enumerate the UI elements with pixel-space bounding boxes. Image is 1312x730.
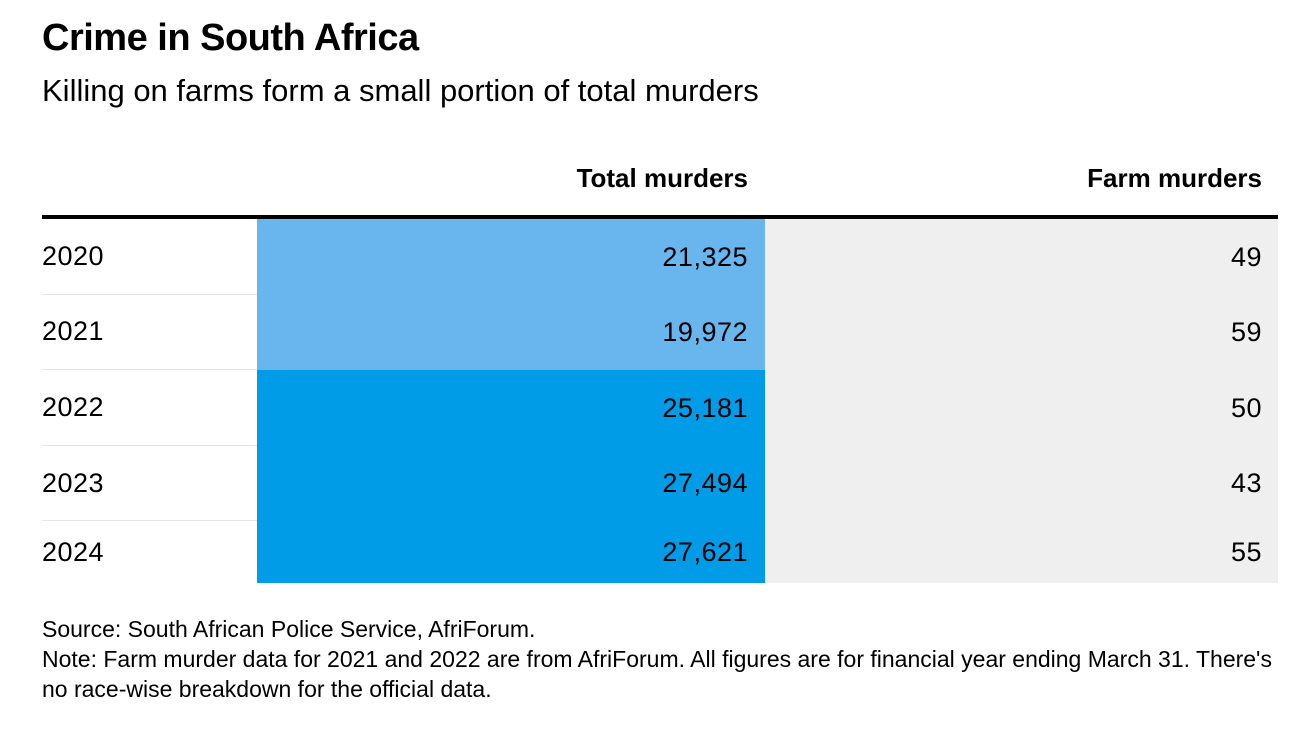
farm-murders-cell: 43 [765,445,1278,522]
chart-subtitle: Killing on farms form a small portion of… [42,73,759,108]
total-murders-cell: 27,494 [257,445,765,522]
total-murders-cell: 25,181 [257,370,765,447]
column-header-total-murders: Total murders [576,163,748,193]
chart-title: Crime in South Africa [42,17,419,59]
farm-murders-cell: 59 [765,294,1278,371]
farm-murders-cell: 50 [765,370,1278,447]
year-cell: 2024 [42,536,105,567]
year-cell: 2020 [42,240,105,271]
year-cell: 2021 [42,316,105,347]
table-row: 2024 27,621 55 [42,521,1278,584]
data-note: Note: Farm murder data for 2021 and 2022… [42,646,1279,702]
year-cell: 2023 [42,467,105,498]
table-row: 2023 27,494 43 [42,445,1278,522]
column-header-farm-murders: Farm murders [1087,163,1262,193]
source-note: Source: South African Police Service, Af… [42,616,536,642]
table-body: 2020 21,325 49 2021 19,972 59 2022 25,181 50 2023… [42,219,1278,584]
table-row: 2022 25,181 50 [42,370,1278,447]
footer: Source: South African Police Service, Af… [42,614,1282,704]
table-row: 2020 21,325 49 [42,219,1278,296]
table-row: 2021 19,972 59 [42,294,1278,371]
farm-murders-cell: 49 [765,219,1278,296]
farm-murders-cell: 55 [765,521,1278,584]
year-cell: 2022 [42,391,105,422]
total-murders-cell: 21,325 [257,219,765,296]
total-murders-cell: 27,621 [257,521,765,584]
header-rule [42,215,1278,219]
total-murders-cell: 19,972 [257,294,765,371]
